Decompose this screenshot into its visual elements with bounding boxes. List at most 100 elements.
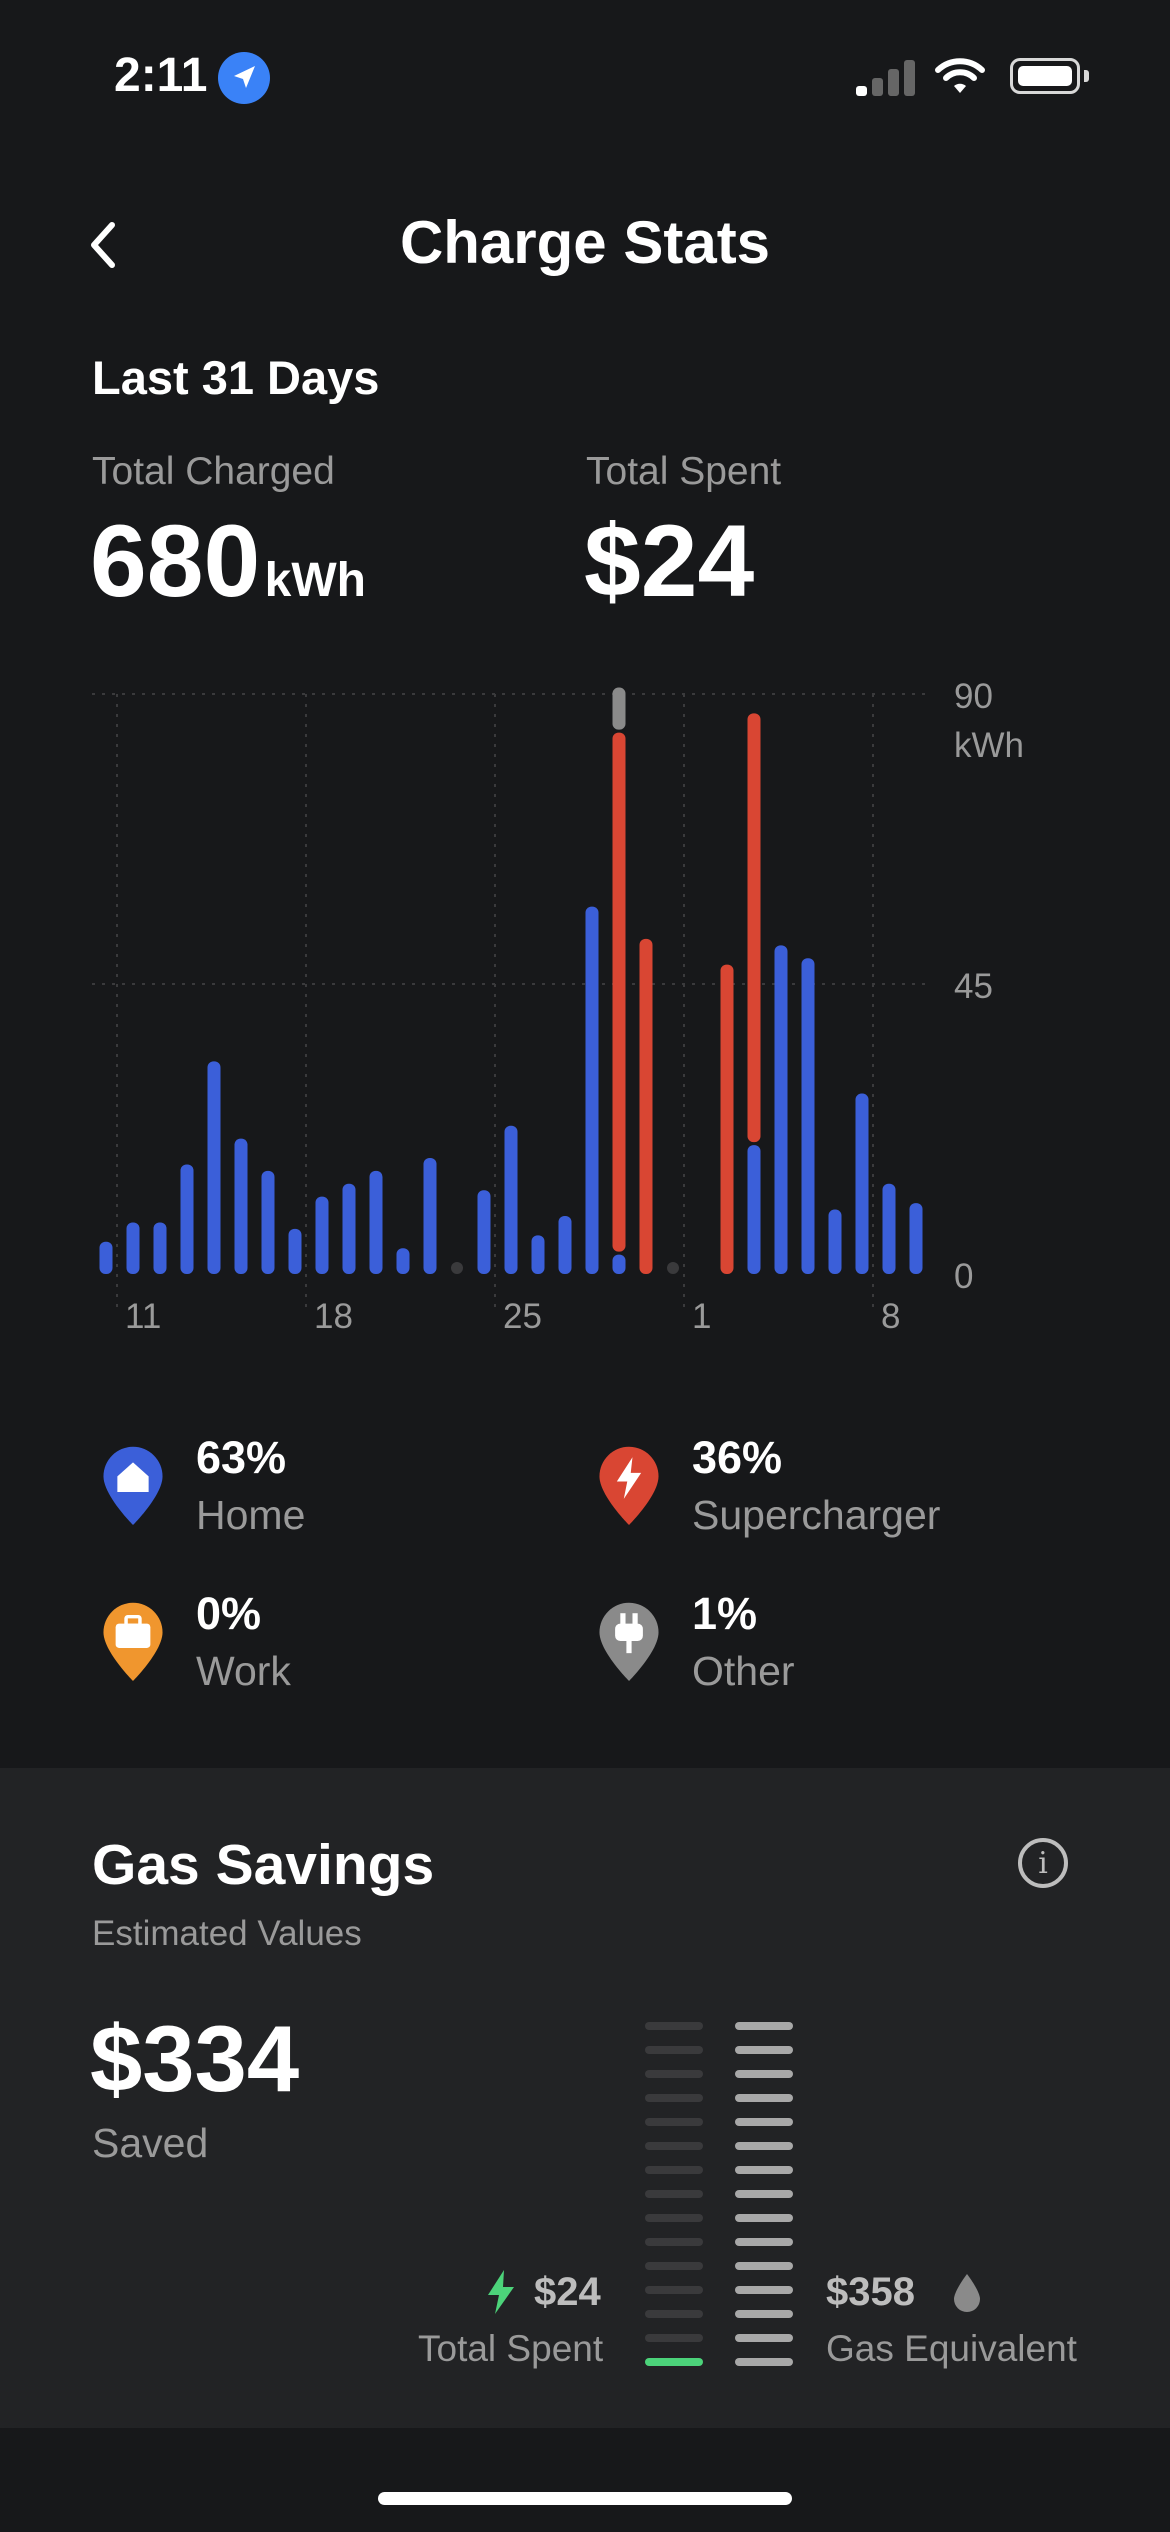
chart-bar [585, 906, 599, 1274]
electric-gauge-tick [645, 2142, 703, 2150]
chart-bar [909, 1203, 923, 1274]
chart-bar [612, 687, 626, 730]
gas-gauge-tick [735, 2190, 793, 2198]
gas-gauge-tick [735, 2358, 793, 2366]
chart-bar [234, 1138, 248, 1274]
chart-bar [801, 958, 815, 1274]
gas-savings-title: Gas Savings [92, 1833, 435, 1897]
back-button[interactable] [80, 215, 130, 275]
electric-gauge-tick [645, 2022, 703, 2030]
electric-gauge-tick [645, 2214, 703, 2222]
saved-value: $334 [90, 2006, 300, 2111]
gas-gauge-tick [735, 2142, 793, 2150]
gas-gauge-tick [735, 2166, 793, 2174]
total-charged-unit: kWh [264, 554, 366, 607]
y-axis-unit: kWh [954, 726, 1024, 765]
chart-bar [747, 713, 761, 1143]
savings-comparison-gauge [645, 2022, 793, 2366]
y-tick-label: 0 [954, 1257, 973, 1296]
gas-savings-subtitle: Estimated Values [92, 1914, 362, 1953]
y-tick-label: 90 [954, 677, 993, 716]
chart-bar [342, 1183, 356, 1274]
chart-bar [207, 1061, 221, 1274]
cellular-signal-icon [856, 58, 916, 96]
chart-bar [855, 1093, 869, 1274]
gas-gauge-tick [735, 2238, 793, 2246]
total-charged-value: 680 [90, 504, 261, 618]
battery-tip [1084, 70, 1089, 82]
electric-spent-value: $24 [534, 2270, 601, 2314]
lightning-icon [484, 2270, 518, 2319]
chart-bar [369, 1170, 383, 1274]
gas-gauge-tick [735, 2286, 793, 2294]
gas-equivalent-value: $358 [826, 2270, 915, 2314]
breakdown-percent: 1% [692, 1588, 758, 1639]
chart-bar [612, 732, 626, 1252]
electric-gauge-tick [645, 2166, 703, 2174]
total-charged-stat: 680 kWh [90, 510, 366, 612]
electric-gauge-tick [645, 2262, 703, 2270]
lightning-icon [599, 1446, 659, 1525]
chart-bar [882, 1183, 896, 1274]
electric-spent-label: Total Spent [418, 2328, 604, 2369]
chart-bar [477, 1190, 491, 1274]
x-tick-label: 11 [125, 1297, 161, 1336]
chart-bar [612, 1254, 626, 1274]
chart-bar [531, 1235, 545, 1274]
y-tick-label: 45 [954, 967, 993, 1006]
chevron-left-icon [91, 222, 115, 268]
gas-gauge-tick [735, 2046, 793, 2054]
electric-gauge-tick [645, 2046, 703, 2054]
fuel-drop-icon [954, 2274, 980, 2317]
x-tick-label: 1 [692, 1297, 711, 1336]
chart-bar [315, 1196, 329, 1274]
gas-gauge-tick [735, 2262, 793, 2270]
breakdown-label: Work [196, 1648, 291, 1694]
zero-day-marker [451, 1262, 463, 1274]
info-button[interactable]: i [1018, 1838, 1068, 1888]
breakdown-label: Supercharger [692, 1492, 941, 1538]
gas-savings-panel [0, 1768, 1170, 2428]
bottom-safe-area [0, 2428, 1170, 2532]
electric-gauge-tick [645, 2070, 703, 2078]
total-spent-value: $24 [584, 504, 755, 618]
chart-bar [504, 1125, 518, 1274]
total-spent-label: Total Spent [586, 450, 782, 493]
electric-gauge-tick [645, 2118, 703, 2126]
x-tick-label: 18 [314, 1297, 353, 1336]
chart-bar [774, 945, 788, 1274]
home-indicator[interactable] [378, 2492, 792, 2505]
gas-gauge-tick [735, 2070, 793, 2078]
chart-bar [261, 1170, 275, 1274]
chart-bar [720, 964, 734, 1274]
plug-icon [599, 1602, 659, 1681]
chart-bar [153, 1222, 167, 1274]
zero-day-marker [667, 1262, 679, 1274]
briefcase-icon [103, 1602, 163, 1681]
chart-bar [288, 1228, 302, 1274]
saved-label: Saved [92, 2120, 209, 2166]
chart-bar [180, 1164, 194, 1274]
electric-gauge-tick [645, 2190, 703, 2198]
chart-bar [99, 1241, 113, 1274]
gas-gauge-tick [735, 2310, 793, 2318]
chart-bar [558, 1216, 572, 1274]
x-tick-label: 25 [503, 1297, 542, 1336]
electric-gauge-tick [645, 2286, 703, 2294]
gas-gauge-tick [735, 2334, 793, 2342]
gas-equivalent-label: Gas Equivalent [826, 2328, 1077, 2369]
breakdown-label: Home [196, 1492, 306, 1538]
breakdown-label: Other [692, 1648, 795, 1694]
home-icon [103, 1446, 163, 1525]
breakdown-percent: 0% [196, 1588, 262, 1639]
chart-bar [639, 938, 653, 1274]
electric-gauge-tick [645, 2238, 703, 2246]
breakdown-percent: 63% [196, 1432, 287, 1483]
electric-gauge-tick [645, 2334, 703, 2342]
electric-gauge-tick [645, 2310, 703, 2318]
gas-gauge-tick [735, 2214, 793, 2222]
gas-gauge-tick [735, 2118, 793, 2126]
chart-bar [747, 1145, 761, 1274]
x-tick-label: 8 [881, 1297, 900, 1336]
page-title: Charge Stats [399, 209, 771, 276]
